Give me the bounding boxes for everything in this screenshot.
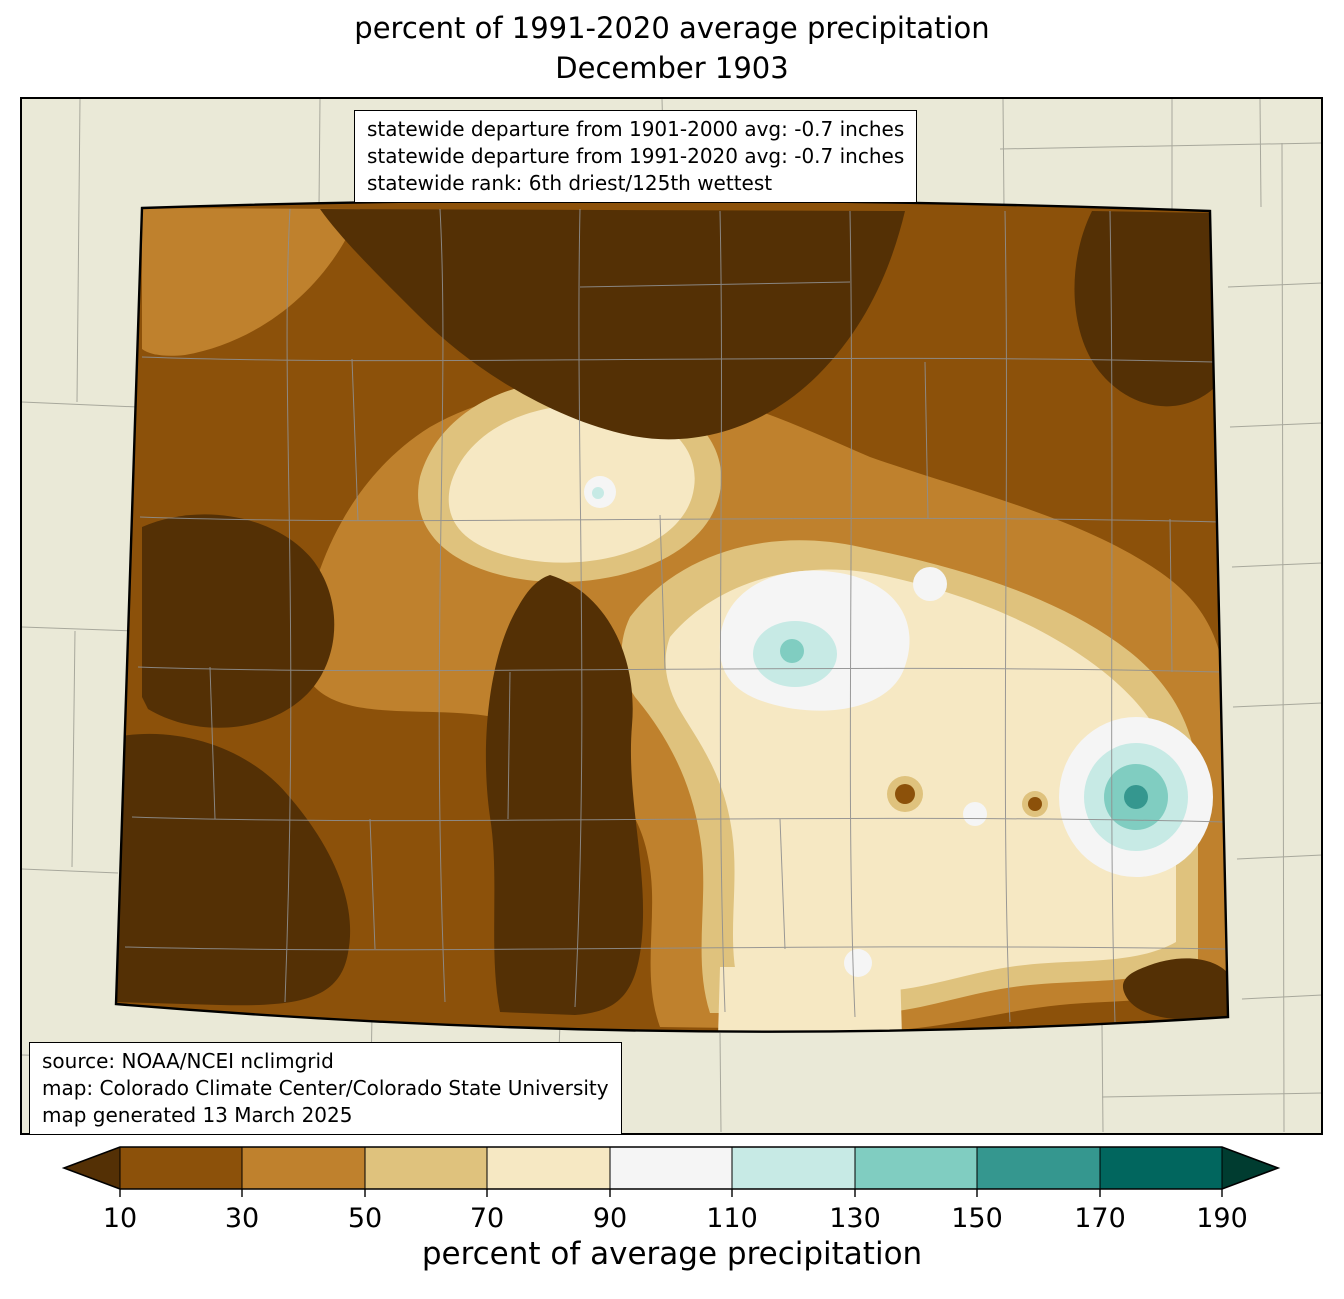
contour-dot-1 [895, 784, 915, 804]
map-area: statewide departure from 1901-2000 avg: … [20, 97, 1323, 1135]
source-line-2: map: Colorado Climate Center/Colorado St… [42, 1076, 609, 1100]
colorbar-axis-label: percent of average precipitation [421, 1236, 923, 1272]
colorbar-segment [487, 1147, 611, 1189]
contour-nw-lighter [142, 208, 360, 356]
contour-cream-south-column [718, 967, 902, 1032]
contour-teal-speck [592, 487, 604, 499]
colorbar-right-arrow [1222, 1147, 1278, 1189]
stats-line-1: statewide departure from 1901-2000 avg: … [367, 117, 905, 141]
tick-label: 50 [348, 1203, 382, 1234]
colorbar-segment [610, 1147, 733, 1189]
contour-dark-southeast-corner [1122, 958, 1228, 1020]
colorbar-segment [242, 1147, 366, 1189]
colorbar-tick-labels: 10 30 50 70 90 110 130 150 170 190 [103, 1203, 1248, 1234]
colorbar-segment [365, 1147, 488, 1189]
map-frame-border [20, 97, 1323, 1135]
county-lines [124, 208, 1227, 1023]
page-title: percent of 1991-2020 average precipitati… [0, 8, 1344, 88]
tick-label: 150 [951, 1203, 1003, 1234]
contour-white-small-2 [963, 802, 987, 826]
colorado-precipitation-map [20, 97, 1323, 1135]
colorbar-segment [120, 1147, 243, 1189]
contour-cream-pocket [448, 405, 695, 563]
tick-label: 70 [470, 1203, 504, 1234]
tick-label: 30 [225, 1203, 259, 1234]
statewide-stats-box: statewide departure from 1901-2000 avg: … [354, 110, 918, 203]
tick-label: 190 [1196, 1203, 1248, 1234]
contour-teal-central-core [780, 639, 804, 663]
contour-dark-southwest [116, 733, 351, 1006]
contour-bullseye-teal-core [1124, 785, 1148, 809]
contour-dark-west [142, 514, 335, 728]
tick-label: 110 [706, 1203, 758, 1234]
contour-white-small-3 [844, 949, 872, 977]
title-line-1: percent of 1991-2020 average precipitati… [354, 11, 990, 45]
colorbar-tick-marks [119, 1189, 1223, 1197]
colorbar-svg: 10 30 50 70 90 110 130 150 170 190 [61, 1146, 1281, 1234]
source-line-3: map generated 13 March 2025 [42, 1103, 353, 1127]
colorbar-left-arrow [64, 1147, 120, 1189]
tick-label: 170 [1074, 1203, 1126, 1234]
contour-dark-north [320, 209, 905, 440]
tick-label: 10 [103, 1203, 137, 1234]
colorbar-segment [1100, 1147, 1222, 1189]
contour-dark-northeast [1074, 211, 1213, 407]
colorbar-segment [732, 1147, 856, 1189]
stats-line-2: statewide departure from 1991-2020 avg: … [367, 144, 905, 168]
colorbar: 10 30 50 70 90 110 130 150 170 190 [20, 1145, 1324, 1240]
contour-white-small-1 [913, 567, 947, 601]
source-line-1: source: NOAA/NCEI nclimgrid [42, 1049, 334, 1073]
colorbar-segment [977, 1147, 1101, 1189]
title-line-2: December 1903 [555, 51, 789, 85]
tick-label: 90 [593, 1203, 627, 1234]
contour-dot-2 [1028, 797, 1042, 811]
contour-dark-south-central [485, 575, 644, 1015]
source-attribution-box: source: NOAA/NCEI nclimgrid map: Colorad… [29, 1042, 622, 1135]
colorbar-segment [855, 1147, 978, 1189]
tick-label: 130 [829, 1203, 881, 1234]
colorbar-dividers [119, 1147, 1223, 1189]
stats-line-3: statewide rank: 6th driest/125th wettest [367, 171, 773, 195]
